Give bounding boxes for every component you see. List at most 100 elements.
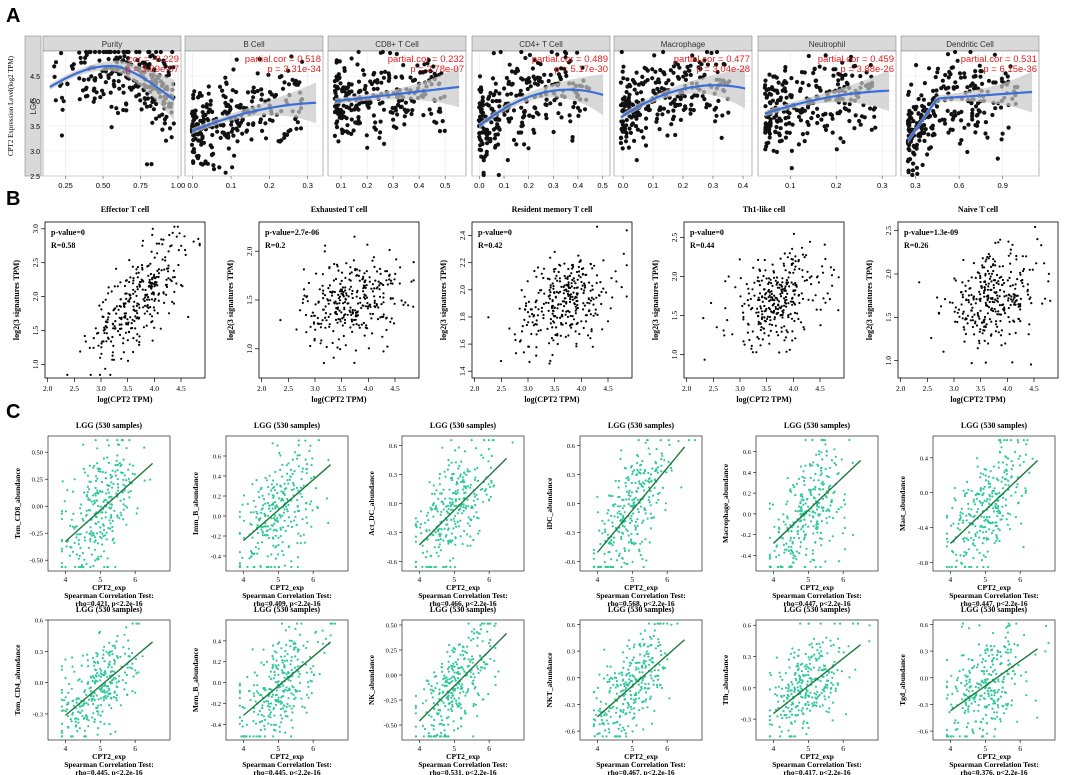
scatter-point <box>148 103 153 109</box>
scatter-point <box>82 60 87 65</box>
scatter-point <box>256 531 260 535</box>
scatter-point <box>125 479 128 482</box>
scatter-point <box>766 317 769 320</box>
scatter-point <box>109 503 112 506</box>
scatter-point <box>952 109 957 114</box>
scatter-point <box>565 288 568 291</box>
scatter-point <box>378 288 381 291</box>
scatter-point <box>961 293 964 296</box>
scatter-point <box>818 88 823 93</box>
scatter-point <box>775 312 778 316</box>
scatter-point <box>983 325 986 328</box>
scatter-point <box>436 510 439 513</box>
scatter-point <box>440 500 443 503</box>
scatter-point <box>771 148 776 153</box>
scatter-point <box>800 80 805 85</box>
scatter-point <box>636 508 640 511</box>
scatter-point <box>142 101 147 106</box>
scatter-point <box>998 276 1001 279</box>
scatter-point <box>620 565 623 569</box>
scatter-point <box>789 76 794 81</box>
scatter-point <box>138 335 141 338</box>
scatter-point <box>493 145 498 150</box>
scatter-point <box>759 344 762 347</box>
scatter-point <box>322 308 325 311</box>
scatter-point <box>954 84 960 90</box>
scatter-point <box>83 471 86 474</box>
panel-a-ytick: 3.0 <box>30 149 40 156</box>
scatter-point <box>768 323 771 326</box>
scatter-point <box>79 60 84 65</box>
scatter-point <box>111 78 116 84</box>
scatter-point <box>785 305 788 308</box>
scatter-point <box>234 57 239 62</box>
scatter-point <box>757 296 760 299</box>
x-tick-label: 6 <box>311 575 315 584</box>
scatter-point <box>564 335 567 338</box>
scatter-point <box>828 112 833 117</box>
scatter-point <box>1044 297 1047 300</box>
scatter-point <box>439 549 442 552</box>
scatter-point <box>132 337 135 340</box>
scatter-point <box>388 50 393 56</box>
scatter-point <box>112 344 115 347</box>
scatter-point <box>77 97 82 102</box>
scatter-point <box>487 448 490 451</box>
scatter-point <box>623 525 626 528</box>
scatter-point <box>631 499 634 502</box>
scatter-point <box>702 72 707 77</box>
scatter-point <box>421 565 424 569</box>
scatter-point <box>920 103 925 109</box>
scatter-point <box>354 267 357 271</box>
scatter-point <box>321 292 325 295</box>
scatter-point <box>341 294 345 297</box>
scatter-point <box>648 486 651 489</box>
scatter-point <box>398 282 401 285</box>
scatter-point <box>149 306 152 309</box>
scatter-point <box>241 556 244 560</box>
scatter-point <box>178 232 181 235</box>
scatter-point <box>439 492 442 495</box>
scatter-point <box>567 294 570 297</box>
plot-area <box>44 221 206 379</box>
scatter-point <box>60 550 64 553</box>
scatter-point <box>787 302 790 305</box>
scatter-point <box>491 51 496 56</box>
scatter-point <box>237 123 242 128</box>
scatter-point <box>615 280 618 283</box>
scatter-point <box>660 458 663 461</box>
scatter-point <box>594 308 597 311</box>
scatter-point <box>371 259 374 262</box>
scatter-point <box>282 511 285 514</box>
scatter-point <box>479 107 484 112</box>
scatter-point <box>331 341 334 345</box>
scatter-point <box>88 346 91 349</box>
scatter-point <box>429 75 434 80</box>
scatter-point <box>524 80 529 85</box>
scatter-point <box>368 276 371 279</box>
scatter-point <box>991 300 994 303</box>
scatter-point <box>147 62 152 67</box>
scatter-point <box>306 521 309 525</box>
scatter-point <box>255 516 258 519</box>
scatter-point <box>104 320 108 323</box>
scatter-point <box>826 292 829 295</box>
scatter-point <box>569 293 573 296</box>
scatter-point <box>810 283 813 286</box>
scatter-point <box>482 456 485 459</box>
scatter-point <box>648 453 651 456</box>
scatter-point <box>618 140 624 146</box>
scatter-point <box>549 284 552 287</box>
scatter-point <box>971 306 974 309</box>
r-label: R=0.42 <box>478 241 502 250</box>
scatter-point <box>425 528 428 532</box>
scatter-point <box>425 514 429 517</box>
scatter-point <box>988 277 992 280</box>
scatter-point <box>79 546 82 550</box>
scatter-point <box>473 478 476 481</box>
scatter-point <box>135 304 138 307</box>
scatter-point <box>126 323 130 326</box>
scatter-point <box>981 266 984 269</box>
scatter-point <box>76 533 79 536</box>
